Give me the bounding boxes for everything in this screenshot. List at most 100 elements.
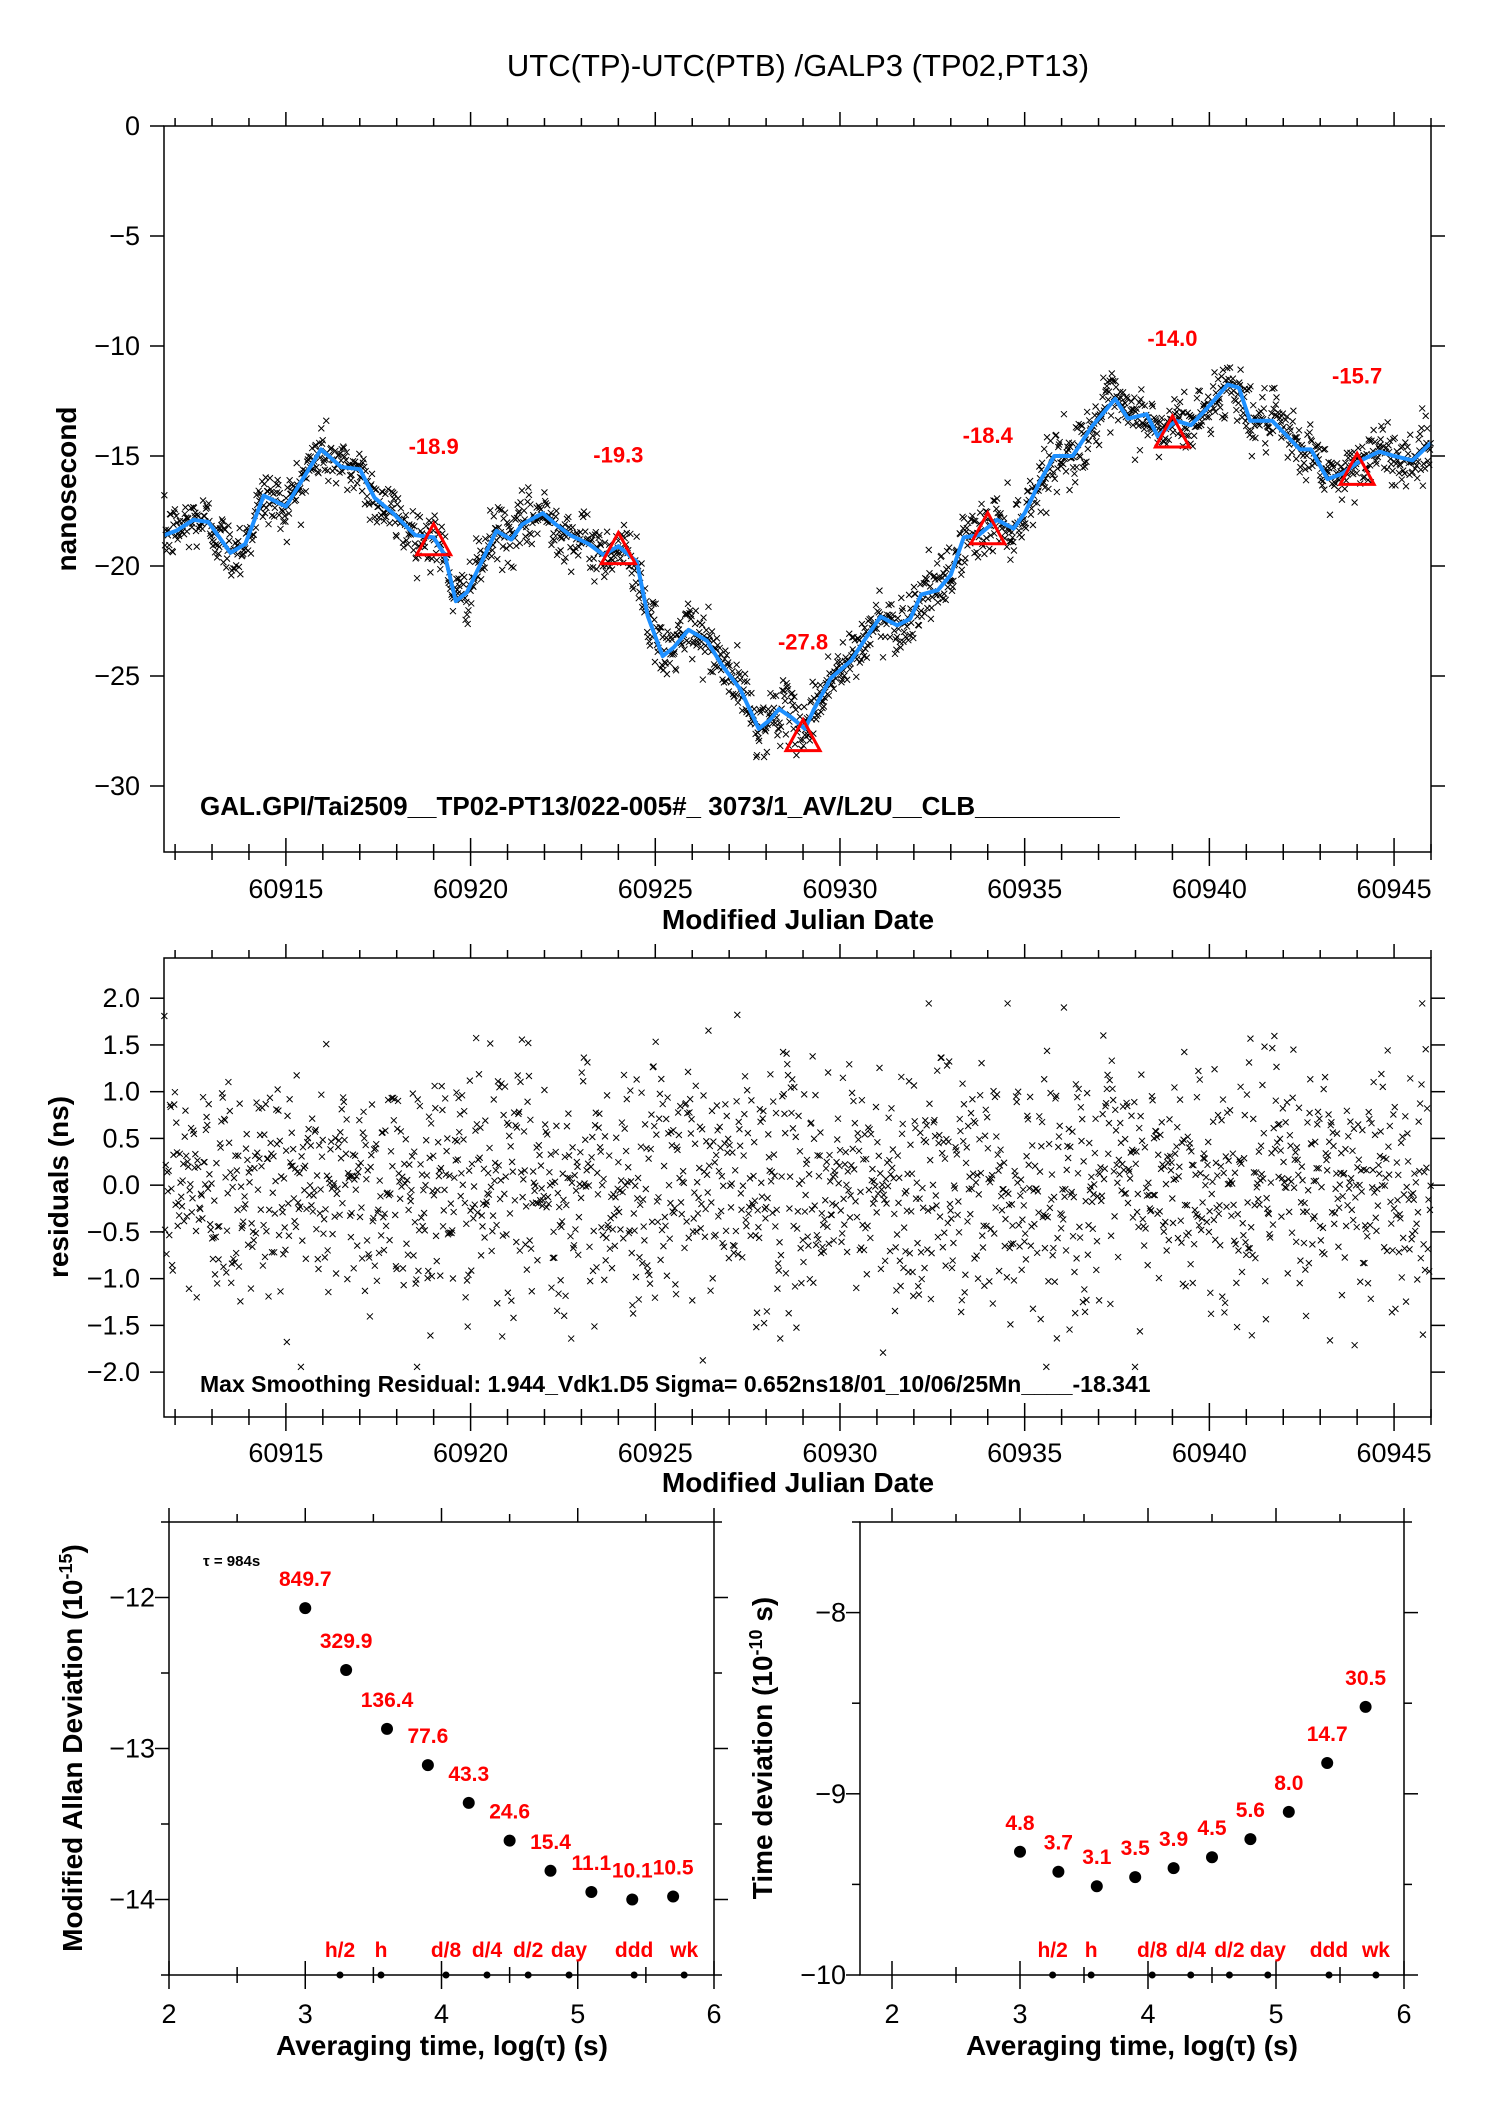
residual-point [1378, 1070, 1385, 1078]
residual-point [304, 1134, 312, 1142]
measurement-point [949, 583, 957, 591]
residual-point [358, 1255, 366, 1262]
residual-point [1190, 1240, 1198, 1248]
residual-point [348, 1209, 355, 1217]
measurement-point [1056, 438, 1064, 446]
residual-point [919, 1204, 927, 1212]
residual-point [768, 1168, 776, 1176]
y-tick-label: −1.5 [87, 1310, 140, 1340]
measurement-point [543, 501, 551, 509]
measurement-point [394, 495, 402, 502]
measurement-point [1128, 398, 1135, 405]
x-tick-label: 5 [1268, 1999, 1283, 2029]
residual-point [268, 1248, 276, 1256]
residual-point [389, 1162, 396, 1170]
residual-point [800, 1258, 807, 1266]
residual-point [729, 1149, 736, 1156]
measurement-point [283, 538, 291, 546]
residual-point [978, 1059, 985, 1067]
residual-point [1389, 1246, 1396, 1254]
residual-point [265, 1293, 272, 1300]
residual-point [1133, 1148, 1140, 1155]
residual-point [360, 1108, 367, 1116]
residual-point [992, 1204, 999, 1211]
measurement-point [1038, 459, 1046, 467]
interval-marker [336, 1971, 344, 1979]
measurement-point [776, 719, 783, 727]
time-deviation-panel: Time deviation (10-10 s) Averaging time,… [746, 1508, 1418, 2061]
residual-point [763, 1308, 771, 1315]
measurement-point [1233, 406, 1240, 414]
residual-point [774, 1285, 781, 1293]
residual-point [1019, 1186, 1027, 1194]
residual-point [175, 1212, 183, 1219]
residual-point [345, 1174, 353, 1182]
residual-point [790, 1222, 797, 1230]
residual-point [479, 1223, 486, 1230]
residual-point [1113, 1161, 1121, 1169]
measurement-point [1385, 441, 1392, 449]
residual-point [850, 1097, 857, 1105]
residual-point [976, 1135, 983, 1143]
residual-point [317, 1186, 324, 1193]
residual-point [1347, 1118, 1354, 1126]
residual-point [1091, 1149, 1099, 1157]
residual-point [164, 1187, 172, 1195]
measurement-point [1292, 455, 1300, 463]
residual-point [1304, 1186, 1312, 1194]
measurement-point [384, 485, 392, 493]
measurement-point [926, 582, 934, 590]
measurement-point [974, 553, 982, 561]
measurement-point [763, 748, 771, 756]
residual-point [600, 1276, 608, 1284]
measurement-point [1066, 443, 1074, 451]
measurement-point [981, 550, 988, 558]
residual-point [1220, 1169, 1228, 1177]
residual-point [813, 1231, 821, 1239]
residual-point [177, 1193, 185, 1201]
plot-frame [163, 125, 1432, 853]
residual-point [1390, 1204, 1398, 1212]
residual-point [896, 1257, 904, 1265]
residual-point [553, 1307, 561, 1315]
residual-point [1034, 1188, 1042, 1195]
measurement-point [608, 566, 616, 573]
plot-frame [859, 1521, 1405, 1976]
measurement-point [760, 704, 767, 712]
residual-point [1209, 1118, 1217, 1126]
residual-point [1415, 1118, 1423, 1125]
measurement-point [920, 579, 928, 587]
measurement-point [382, 490, 389, 498]
measurement-point [211, 548, 219, 556]
measurement-point [1161, 435, 1169, 442]
residual-point [486, 1040, 494, 1047]
residual-point [1083, 1089, 1091, 1097]
residual-point [458, 1091, 466, 1099]
residual-point [957, 1127, 964, 1135]
residual-point [1116, 1119, 1124, 1127]
residual-point [407, 1197, 415, 1205]
x-tick-label: 6 [1396, 1999, 1411, 2029]
residual-point [1171, 1084, 1178, 1091]
residual-point [1140, 1242, 1148, 1249]
residual-point [403, 1240, 410, 1248]
residual-point [598, 1181, 606, 1189]
residual-point [593, 1263, 600, 1271]
residual-point [820, 1248, 828, 1255]
residual-point [455, 1094, 462, 1102]
residual-point [541, 1121, 549, 1128]
residual-point [457, 1192, 465, 1200]
residual-point [752, 1231, 759, 1239]
residual-point [1055, 1133, 1063, 1140]
residual-point [307, 1142, 315, 1149]
measurement-point [1055, 441, 1063, 448]
deviation-point [1052, 1865, 1065, 1878]
residual-point [1297, 1257, 1304, 1264]
residual-point [468, 1160, 476, 1168]
measurement-point [782, 731, 790, 738]
measurement-point [899, 604, 907, 612]
measurement-point [1085, 417, 1093, 424]
residual-point [963, 1144, 971, 1151]
residual-point [705, 1162, 713, 1170]
residual-point [532, 1199, 540, 1206]
